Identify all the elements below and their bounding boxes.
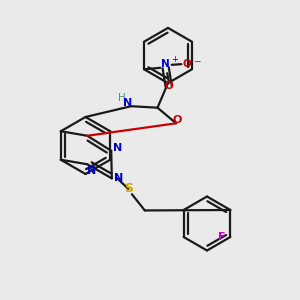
Text: F: F bbox=[218, 232, 226, 242]
Text: N: N bbox=[112, 143, 122, 153]
Text: −: − bbox=[193, 57, 200, 66]
Text: N: N bbox=[124, 98, 133, 108]
Text: +: + bbox=[171, 55, 178, 64]
Text: N: N bbox=[114, 173, 123, 183]
Text: H: H bbox=[118, 93, 125, 103]
Text: N: N bbox=[161, 59, 170, 69]
Text: N: N bbox=[87, 166, 96, 176]
Text: O: O bbox=[164, 81, 173, 92]
Text: S: S bbox=[124, 182, 133, 195]
Text: O: O bbox=[183, 59, 192, 69]
Text: O: O bbox=[173, 115, 182, 125]
